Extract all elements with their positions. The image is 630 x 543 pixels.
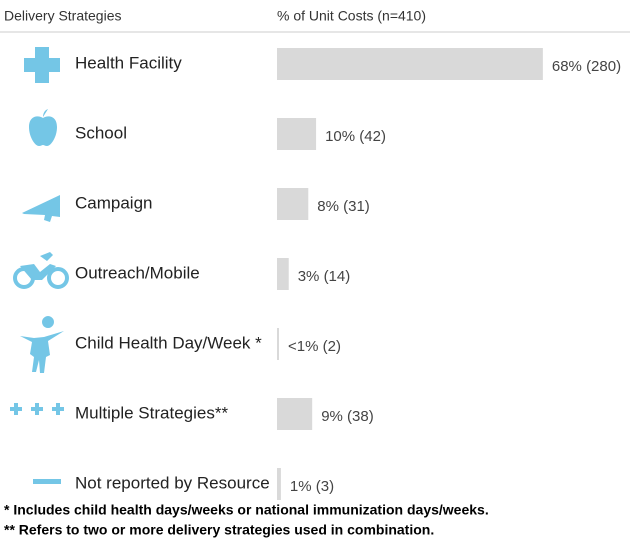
bar: [277, 468, 281, 500]
value-header: % of Unit Costs (n=410): [277, 8, 426, 24]
bar: [277, 258, 289, 290]
category-label: Outreach/Mobile: [75, 263, 200, 282]
icons: [10, 47, 69, 484]
icon-not-reported: [33, 479, 61, 484]
bar: [277, 48, 543, 80]
icon-campaign: [22, 195, 60, 222]
bar: [277, 398, 313, 430]
icon-school: [29, 109, 57, 146]
value-label: 10% (42): [325, 128, 386, 145]
icon-outreach: [13, 252, 69, 289]
bar: [277, 328, 279, 360]
value-label: <1% (2): [288, 338, 341, 355]
value-label: 3% (14): [298, 268, 351, 285]
value-label: 8% (31): [317, 198, 370, 215]
category-label: Child Health Day/Week *: [75, 333, 262, 352]
footnote: ** Refers to two or more delivery strate…: [4, 522, 434, 538]
category-label: Multiple Strategies**: [75, 403, 228, 422]
bar: [277, 118, 317, 150]
icon-health: [24, 47, 60, 83]
category-label: Health Facility: [75, 53, 182, 72]
category-label: School: [75, 123, 127, 142]
icon-child: [20, 316, 64, 373]
value-label: 68% (280): [552, 58, 621, 75]
value-label: 1% (3): [290, 478, 334, 495]
category-label: Not reported by Resource: [75, 473, 270, 492]
category-header: Delivery Strategies: [4, 8, 122, 24]
value-label: 9% (38): [321, 408, 374, 425]
footnote: * Includes child health days/weeks or na…: [4, 502, 489, 518]
category-label: Campaign: [75, 193, 153, 212]
bar: [277, 188, 309, 220]
icon-multiple: [10, 403, 64, 415]
